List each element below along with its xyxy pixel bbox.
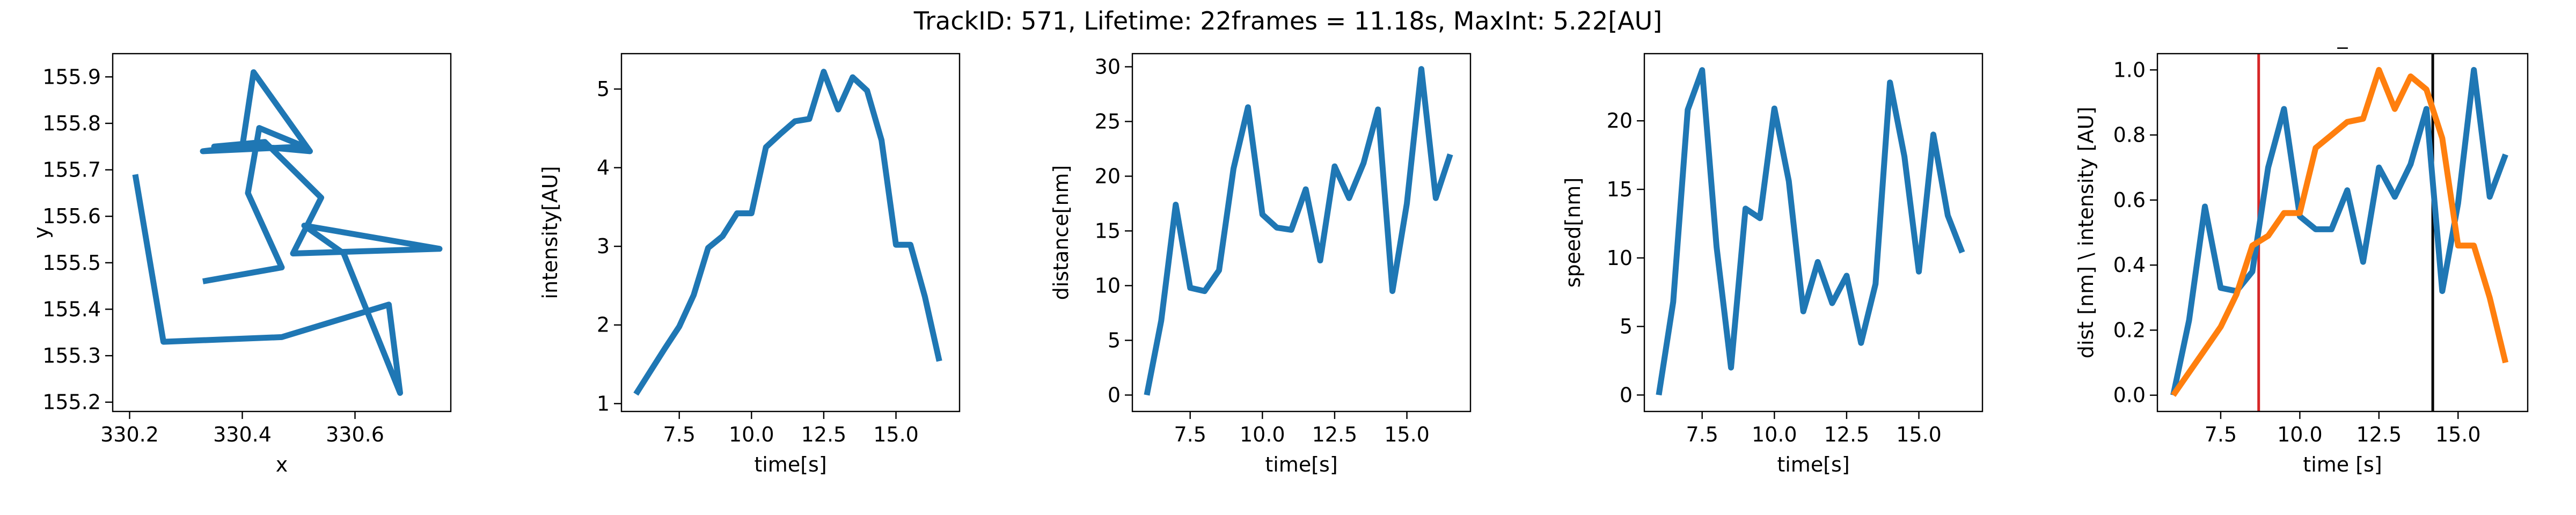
y-tick-label: 5 — [1108, 328, 1121, 352]
y-tick-label: 155.3 — [42, 344, 101, 367]
x-tick-label: 12.5 — [2357, 423, 2402, 446]
x-axis-label: time[s] — [1265, 453, 1337, 476]
y-tick-label: 0 — [1620, 383, 1633, 407]
x-tick-label: 7.5 — [1686, 423, 1718, 446]
x-tick-label: 15.0 — [873, 423, 919, 446]
y-tick-label: 2 — [597, 313, 610, 337]
x-tick-label: 10.0 — [729, 423, 774, 446]
y-tick-label: 0.2 — [2113, 318, 2146, 342]
series-line-1 — [2170, 67, 2508, 396]
x-tick-label: 7.5 — [663, 423, 695, 446]
x-axis-label: time[s] — [754, 453, 826, 476]
y-tick-label: 3 — [597, 234, 610, 258]
y-tick-label: 155.7 — [42, 158, 101, 182]
y-tick-label: 4 — [597, 156, 610, 180]
y-tick-label: 0.6 — [2113, 188, 2146, 212]
x-tick-label: 7.5 — [1174, 423, 1206, 446]
series-line-1 — [132, 69, 443, 396]
y-tick-label: 155.5 — [42, 251, 101, 275]
chart-panel-2: 7.5 10.0 12.5 15.0 1 2 3 4 5 time[s] intensity[AU] — [538, 53, 961, 476]
y-axis-label: y — [30, 226, 53, 239]
y-tick-label: 15 — [1095, 219, 1121, 242]
y-axis-label: distance[nm] — [1049, 165, 1073, 300]
x-tick-label: 330.4 — [213, 423, 272, 446]
y-tick-label: 1 — [597, 392, 610, 415]
plot-frame — [1131, 53, 1472, 413]
y-axis-label: dist [nm] \ intensity [AU] — [2074, 107, 2098, 358]
x-axis-label: time [s] — [2303, 453, 2382, 476]
plot-frame — [1643, 53, 1984, 413]
y-tick-label: 10 — [1607, 246, 1633, 270]
x-tick-label: 7.5 — [2205, 423, 2237, 446]
y-tick-label: 0.4 — [2113, 253, 2146, 277]
y-tick-label: 0.0 — [2113, 384, 2146, 407]
y-tick-label: 5 — [597, 77, 610, 101]
x-tick-label: 12.5 — [1312, 423, 1358, 446]
y-tick-label: 0.8 — [2113, 123, 2146, 147]
y-tick-label: 25 — [1095, 109, 1121, 133]
y-tick-label: 10 — [1095, 274, 1121, 297]
x-tick-label: 15.0 — [1896, 423, 1942, 446]
x-tick-label: 12.5 — [801, 423, 847, 446]
x-tick-label: 10.0 — [1752, 423, 1797, 446]
x-tick-label: 12.5 — [1824, 423, 1870, 446]
plot-frame — [2156, 53, 2529, 413]
y-tick-label: 0 — [1108, 383, 1121, 407]
chart-panel-5: 7.5 10.0 12.5 15.0 0.0 0.2 0.4 0.6 0.8 1.0 time [s… — [2074, 25, 2529, 476]
y-tick-label: 1.0 — [2113, 58, 2146, 82]
x-tick-label: 10.0 — [1240, 423, 1285, 446]
x-tick-label: 330.2 — [100, 423, 159, 446]
x-tick-label: 15.0 — [2435, 423, 2481, 446]
plot-frame — [620, 53, 961, 413]
chart-panel-1: 330.2 330.4 330.6 155.2 155.3 155.4 155.5 155.6… — [30, 53, 452, 476]
chart-title: _ — [2337, 25, 2348, 49]
y-axis-label: speed[nm] — [1561, 178, 1585, 288]
y-tick-label: 155.8 — [42, 112, 101, 135]
series-line-2 — [2170, 67, 2509, 397]
series-line-1 — [633, 69, 942, 396]
x-tick-label: 10.0 — [2277, 423, 2323, 446]
y-tick-label: 155.4 — [42, 297, 101, 321]
x-tick-label: 15.0 — [1384, 423, 1430, 446]
plot-frame — [112, 53, 452, 413]
y-tick-label: 15 — [1607, 178, 1633, 201]
y-tick-label: 30 — [1095, 55, 1121, 78]
series-line-1 — [1144, 66, 1453, 396]
y-axis-label: intensity[AU] — [538, 166, 562, 299]
y-tick-label: 155.9 — [42, 65, 101, 89]
x-axis-label: time[s] — [1777, 453, 1849, 476]
y-tick-label: 155.6 — [42, 204, 101, 228]
series-line-1 — [1656, 67, 1965, 396]
x-tick-label: 330.6 — [326, 423, 384, 446]
y-tick-label: 20 — [1607, 109, 1633, 133]
figure-suptitle: TrackID: 571, Lifetime: 22frames = 11.18… — [913, 6, 1663, 35]
chart-panel-3: 7.5 10.0 12.5 15.0 0 5 10 15 20 25 30 time[s] distan… — [1049, 53, 1472, 476]
x-axis-label: x — [276, 453, 288, 476]
y-tick-label: 20 — [1095, 164, 1121, 188]
y-tick-label: 5 — [1620, 315, 1633, 339]
chart-panel-4: 7.5 10.0 12.5 15.0 0 5 10 15 20 time[s] speed[nm] — [1561, 53, 1984, 476]
y-tick-label: 155.2 — [42, 391, 101, 414]
